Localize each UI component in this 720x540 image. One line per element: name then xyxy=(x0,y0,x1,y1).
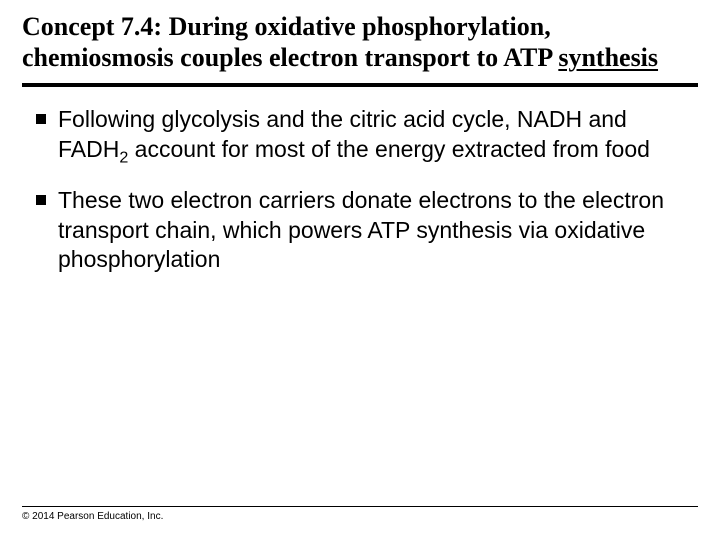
slide-title: Concept 7.4: During oxidative phosphoryl… xyxy=(22,12,698,79)
slide-footer: © 2014 Pearson Education, Inc. xyxy=(22,506,698,522)
footer-rule xyxy=(22,506,698,507)
bullet-square-icon xyxy=(36,195,46,205)
bullet-text-sub: 2 xyxy=(119,148,128,166)
bullet-text: Following glycolysis and the citric acid… xyxy=(58,105,688,164)
title-text-main: Concept 7.4: During oxidative phosphoryl… xyxy=(22,12,558,72)
bullet-text: These two electron carriers donate elect… xyxy=(58,186,688,274)
copyright-text: © 2014 Pearson Education, Inc. xyxy=(22,511,698,522)
title-text-underlined: synthesis xyxy=(558,43,658,72)
bullet-text-pre: These two electron carriers donate elect… xyxy=(58,187,664,272)
slide: Concept 7.4: During oxidative phosphoryl… xyxy=(0,0,720,540)
bullet-square-icon xyxy=(36,114,46,124)
bullet-text-post: account for most of the energy extracted… xyxy=(128,136,650,162)
bullet-list: Following glycolysis and the citric acid… xyxy=(22,105,698,274)
list-item: Following glycolysis and the citric acid… xyxy=(36,105,688,164)
title-rule xyxy=(22,83,698,87)
list-item: These two electron carriers donate elect… xyxy=(36,186,688,274)
